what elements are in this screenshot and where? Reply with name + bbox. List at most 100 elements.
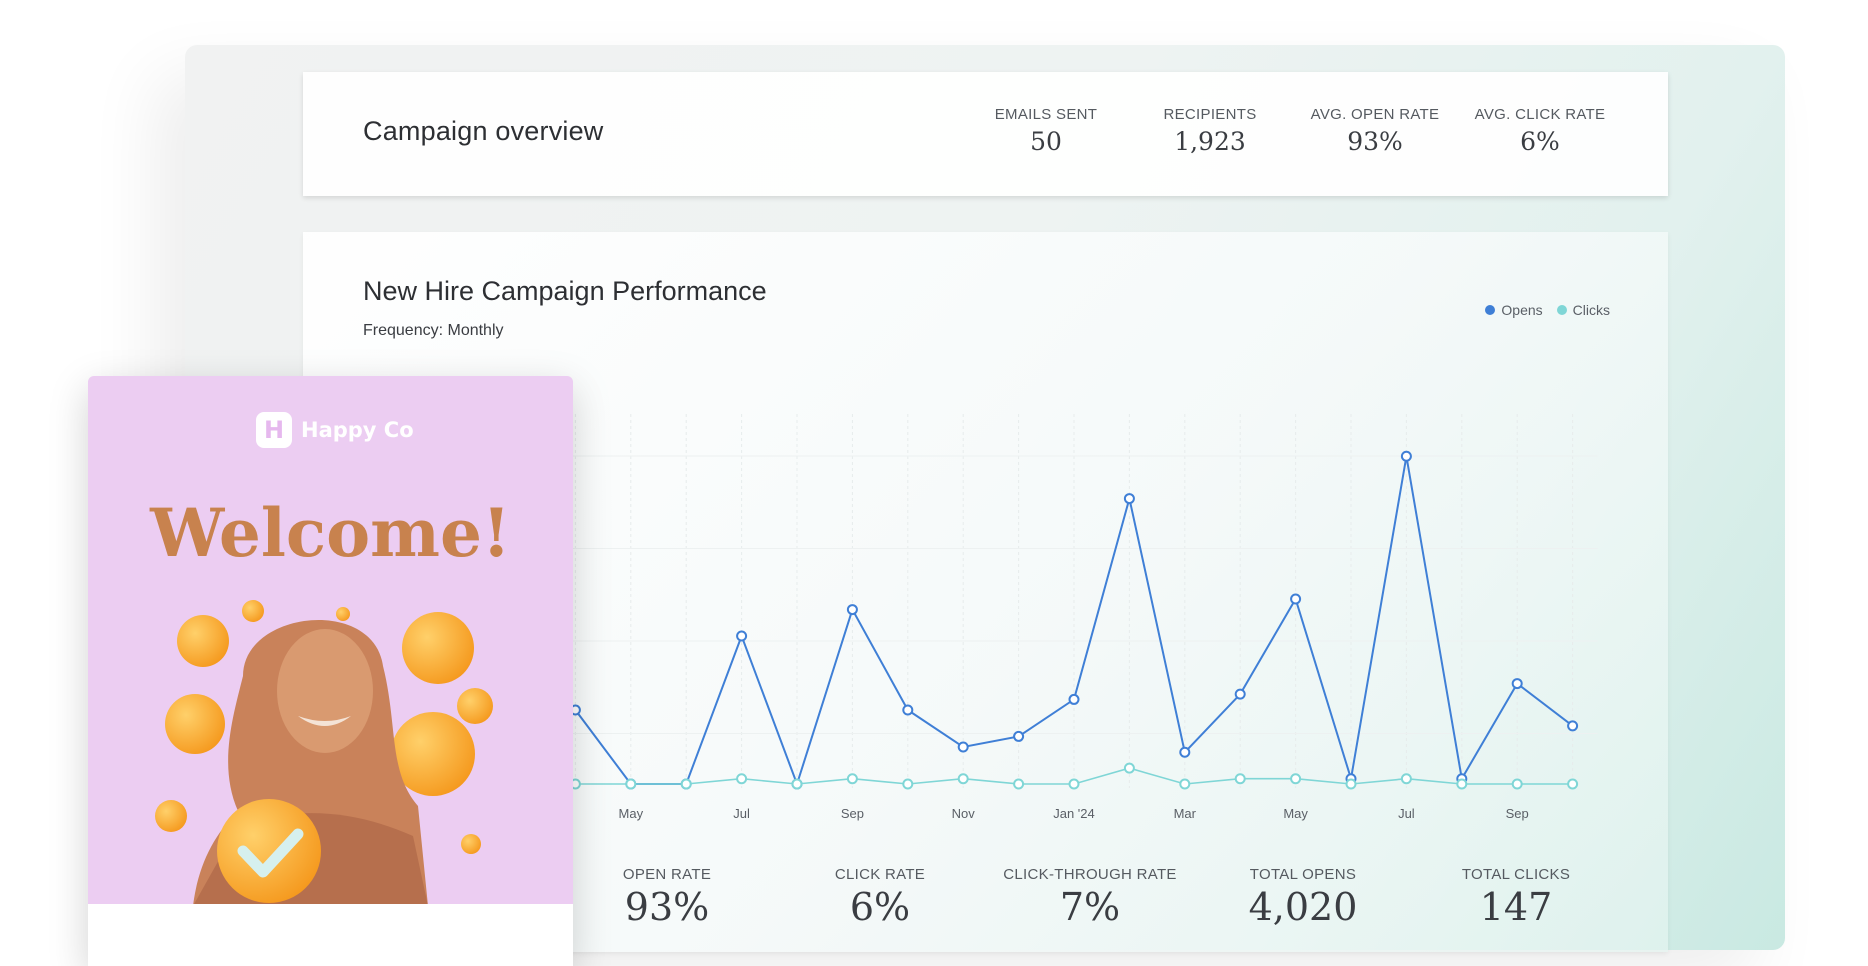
data-point-opens xyxy=(1290,593,1302,605)
bottom-stat-value: 93% xyxy=(624,885,710,929)
series-line-clicks xyxy=(520,767,1573,785)
x-tick-label: Sep xyxy=(1506,806,1529,821)
data-point-clicks xyxy=(736,773,748,785)
stat-value: 6% xyxy=(1520,127,1560,156)
bottom-stat-label: CLICK-THROUGH RATE xyxy=(1003,866,1177,883)
decor-orb xyxy=(336,607,350,621)
data-point-clicks xyxy=(1567,778,1579,790)
email-headline: Welcome! xyxy=(150,494,511,572)
decor-orb xyxy=(242,600,264,622)
data-point-clicks xyxy=(1345,778,1357,790)
stat-value: 50 xyxy=(1030,127,1062,156)
series-line-opens xyxy=(519,456,1574,788)
email-footer xyxy=(88,904,573,966)
email-preview-card[interactable]: H Happy Co Welcome! xyxy=(88,376,573,966)
chart-legend: Opens Clicks xyxy=(1485,302,1610,318)
data-point-opens xyxy=(957,741,969,753)
data-point-clicks xyxy=(846,773,858,785)
stat-value: 93% xyxy=(1347,127,1403,156)
stat-value: 1,923 xyxy=(1174,127,1246,156)
data-point-opens xyxy=(736,630,748,642)
stat-avg-open-rate: AVG. OPEN RATE 93% xyxy=(1290,106,1460,156)
bottom-stat-label: OPEN RATE xyxy=(622,866,712,883)
bottom-stat-label: TOTAL CLICKS xyxy=(1461,866,1571,883)
performance-title: New Hire Campaign Performance xyxy=(363,276,767,306)
bottom-stat-total-clicks: TOTAL CLICKS 147 xyxy=(1426,866,1606,929)
x-tick-label: May xyxy=(1283,806,1308,821)
data-point-opens xyxy=(1511,678,1523,690)
bottom-stat-value: 7% xyxy=(1059,885,1121,929)
person-face xyxy=(277,629,373,753)
legend-dot-opens xyxy=(1485,305,1496,315)
x-tick-label: Jul xyxy=(1398,806,1415,821)
legend-item-clicks[interactable]: Clicks xyxy=(1556,302,1610,318)
brand-header: H Happy Co xyxy=(256,412,414,448)
decor-orb xyxy=(402,612,474,684)
brand-name: Happy Co xyxy=(301,418,414,442)
data-point-clicks xyxy=(1400,773,1412,785)
data-point-clicks xyxy=(791,778,803,790)
stat-recipients: RECIPIENTS 1,923 xyxy=(1125,106,1295,156)
bottom-stat-total-opens: TOTAL OPENS 4,020 xyxy=(1213,866,1393,929)
checkmark-icon xyxy=(237,828,304,878)
data-point-clicks xyxy=(625,778,637,790)
decor-orb xyxy=(391,712,475,796)
overview-title: Campaign overview xyxy=(363,116,604,146)
data-point-opens xyxy=(1179,746,1191,758)
data-point-clicks xyxy=(957,773,969,785)
brand-logo-icon: H xyxy=(256,412,292,448)
data-point-clicks xyxy=(1456,778,1468,790)
bottom-stat-label: CLICK RATE xyxy=(834,866,926,883)
data-point-clicks xyxy=(1290,773,1302,785)
data-point-opens xyxy=(902,704,914,716)
data-point-opens xyxy=(1567,720,1579,732)
bottom-stat-open-rate: OPEN RATE 93% xyxy=(577,866,757,929)
x-tick-label: Mar xyxy=(1174,806,1197,821)
bottom-stat-click-rate: CLICK RATE 6% xyxy=(790,866,970,929)
data-point-clicks xyxy=(680,778,692,790)
stat-label: RECIPIENTS xyxy=(1163,106,1257,123)
person-smile xyxy=(298,716,351,726)
data-point-clicks xyxy=(1179,778,1191,790)
decor-orb xyxy=(461,834,481,854)
data-point-opens xyxy=(1013,730,1025,742)
stat-label: AVG. OPEN RATE xyxy=(1310,106,1440,123)
hero-photo xyxy=(155,600,493,906)
decor-orb xyxy=(177,615,229,667)
data-point-clicks xyxy=(1511,778,1523,790)
bottom-stat-click-through-rate: CLICK-THROUGH RATE 7% xyxy=(990,866,1190,929)
data-point-opens xyxy=(1068,693,1080,705)
data-point-opens xyxy=(1123,493,1135,505)
data-point-opens xyxy=(1400,450,1412,462)
stat-avg-click-rate: AVG. CLICK RATE 6% xyxy=(1455,106,1625,156)
bottom-stat-value: 4,020 xyxy=(1248,885,1358,929)
data-point-opens xyxy=(846,604,858,616)
data-point-clicks xyxy=(1013,778,1025,790)
decor-orb xyxy=(457,688,493,724)
decor-orb xyxy=(165,694,225,754)
bottom-stat-value: 6% xyxy=(849,885,911,929)
data-point-clicks xyxy=(1234,773,1246,785)
data-point-clicks xyxy=(902,778,914,790)
legend-item-opens[interactable]: Opens xyxy=(1485,302,1543,318)
stat-label: EMAILS SENT xyxy=(994,106,1098,123)
x-tick-label: Sep xyxy=(841,806,864,821)
legend-dot-clicks xyxy=(1556,305,1567,315)
stat-label: AVG. CLICK RATE xyxy=(1474,106,1606,123)
x-tick-label: Jan '24 xyxy=(1053,806,1095,821)
legend-label-clicks: Clicks xyxy=(1572,302,1610,318)
checkmark-badge xyxy=(217,799,321,903)
bottom-stat-label: TOTAL OPENS xyxy=(1249,866,1357,883)
data-point-opens xyxy=(1234,688,1246,700)
campaign-overview-card: Campaign overview EMAILS SENT 50 RECIPIE… xyxy=(303,72,1668,196)
x-tick-label: Nov xyxy=(952,806,976,821)
data-point-clicks xyxy=(1123,762,1135,774)
stat-emails-sent: EMAILS SENT 50 xyxy=(961,106,1131,156)
bottom-stat-value: 147 xyxy=(1479,885,1553,929)
legend-label-opens: Opens xyxy=(1501,302,1543,318)
decor-orb xyxy=(155,800,187,832)
frequency-label: Frequency: Monthly xyxy=(363,322,504,339)
data-point-clicks xyxy=(1068,778,1080,790)
x-tick-label: May xyxy=(619,806,644,821)
x-tick-label: Jul xyxy=(733,806,750,821)
